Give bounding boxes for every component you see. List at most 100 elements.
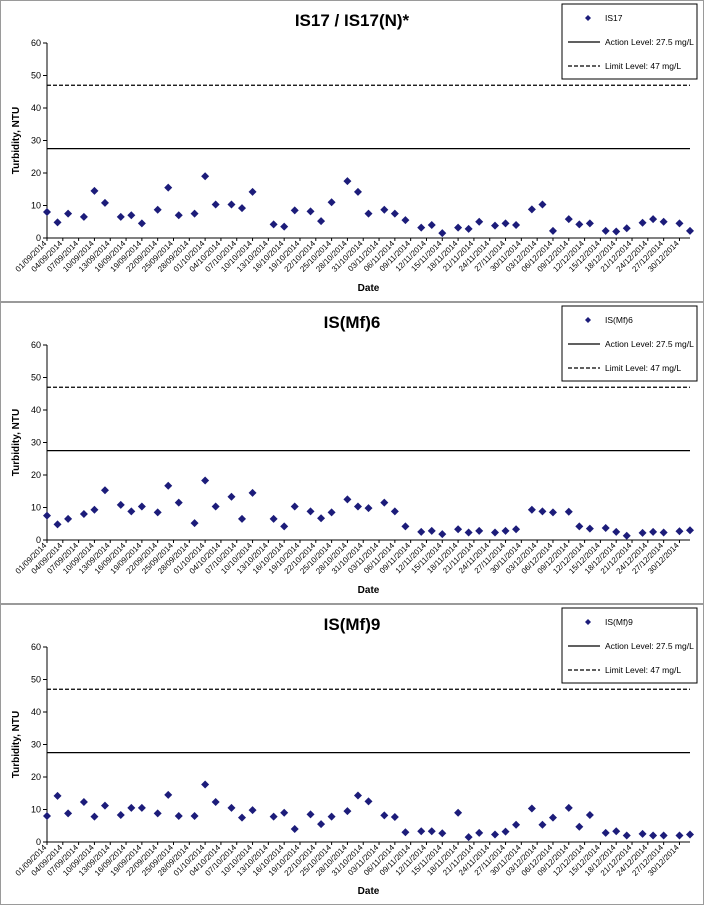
data-point [248, 488, 257, 497]
data-point [501, 827, 510, 836]
data-point [53, 791, 62, 800]
data-point [512, 820, 521, 829]
data-point [417, 223, 426, 232]
data-point [380, 498, 389, 507]
data-point [343, 807, 352, 816]
data-point [90, 505, 99, 514]
data-point [454, 223, 463, 232]
legend-label-series: IS17 [605, 13, 623, 23]
y-tick-label: 30 [31, 136, 41, 146]
data-point [585, 524, 594, 533]
y-tick-label: 40 [31, 707, 41, 717]
data-point [401, 522, 410, 531]
data-point [538, 507, 547, 516]
data-point [153, 205, 162, 214]
y-tick-label: 20 [31, 772, 41, 782]
data-point [390, 507, 399, 516]
data-point [79, 212, 88, 221]
y-axis-label: Turbidity, NTU [11, 107, 22, 174]
y-axis-label: Turbidity, NTU [11, 711, 22, 778]
legend-label-series: IS(Mf)6 [605, 315, 633, 325]
legend: IS17 Action Level: 27.5 mg/L Limit Level: … [561, 3, 698, 80]
y-tick-label: 40 [31, 405, 41, 415]
y-tick-label: 60 [31, 340, 41, 350]
data-point [238, 514, 247, 523]
data-point [675, 527, 684, 536]
data-point [464, 528, 473, 537]
data-point [686, 526, 694, 535]
y-tick-label: 0 [36, 837, 41, 847]
data-point [353, 791, 362, 800]
data-point [137, 803, 146, 812]
data-point [290, 825, 299, 833]
data-point [317, 820, 326, 829]
data-point [686, 226, 694, 235]
data-point [438, 829, 447, 838]
data-point [380, 811, 389, 820]
data-point [548, 813, 557, 822]
data-point [137, 219, 146, 228]
data-point [164, 481, 173, 490]
data-point [64, 809, 73, 818]
data-point [248, 187, 257, 196]
data-point [327, 198, 336, 207]
y-axis-label: Turbidity, NTU [11, 409, 22, 476]
data-point [427, 827, 436, 836]
data-point [100, 198, 109, 207]
data-point [116, 212, 125, 221]
data-point [490, 830, 499, 839]
data-point [548, 508, 557, 517]
data-point [622, 224, 631, 233]
data-point [575, 522, 584, 531]
data-point [174, 211, 183, 220]
y-tick-label: 20 [31, 470, 41, 480]
data-point [211, 502, 220, 511]
data-point [659, 528, 668, 537]
data-point [248, 806, 257, 815]
data-point [659, 217, 668, 226]
data-point [364, 209, 373, 218]
data-point [90, 186, 99, 195]
y-tick-label: 10 [31, 201, 41, 211]
data-point [390, 209, 399, 218]
data-point [427, 526, 436, 535]
data-point [343, 495, 352, 504]
data-point [201, 172, 210, 181]
data-point [190, 519, 199, 528]
chart-title: IS(Mf)6 [324, 313, 381, 332]
y-tick-label: 0 [36, 535, 41, 545]
data-point [343, 177, 352, 186]
data-point [622, 831, 631, 840]
data-point [512, 221, 521, 229]
data-point [164, 183, 173, 192]
data-point [475, 526, 484, 535]
data-point [538, 200, 547, 209]
y-tick-label: 50 [31, 373, 41, 383]
y-tick-label: 60 [31, 38, 41, 48]
data-point [53, 218, 62, 227]
data-point [280, 522, 289, 531]
data-point [327, 508, 336, 517]
data-point [164, 790, 173, 799]
data-point [601, 828, 610, 837]
y-tick-label: 50 [31, 675, 41, 685]
data-point [327, 812, 336, 821]
data-point [269, 220, 278, 229]
data-point [238, 813, 247, 822]
chart-is17: IS17 / IS17(N)*010203040506001/09/201404… [0, 0, 704, 302]
data-point [79, 510, 88, 518]
x-axis-label: Date [358, 283, 380, 294]
legend: IS(Mf)9 Action Level: 27.5 mg/L Limit Leve… [561, 607, 698, 684]
data-point [638, 528, 647, 537]
chart-is-mf9: IS(Mf)9010203040506001/09/201404/09/2014… [0, 604, 704, 905]
legend-label-action-level: Action Level: 27.5 mg/L [605, 339, 694, 349]
data-point [527, 804, 536, 813]
data-point [390, 812, 399, 821]
data-point [575, 822, 584, 831]
data-point [475, 828, 484, 837]
data-point [401, 216, 410, 225]
data-point [227, 803, 236, 812]
data-point [153, 508, 162, 517]
data-point [79, 798, 88, 807]
